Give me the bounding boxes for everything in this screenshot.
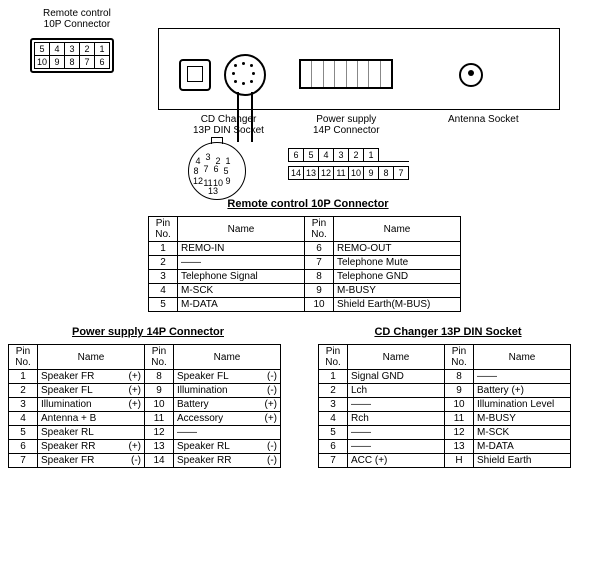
din-pin-9: 9: [222, 176, 234, 186]
antenna-label: Antenna Socket: [448, 114, 519, 125]
chassis-outline: [158, 28, 560, 110]
cd-13p-title: CD Changer 13P DIN Socket: [318, 326, 578, 338]
din-pins: 43218765121110913: [188, 142, 244, 198]
din-pin-5: 5: [220, 166, 232, 176]
remote-10p-section: Remote control 10P Connector PinNo.NameP…: [148, 198, 468, 312]
power-14p-shape: [299, 59, 393, 89]
din-pin-1: 1: [222, 156, 234, 166]
antenna-socket-shape: [459, 63, 483, 87]
power-14p-title: Power supply 14P Connector: [8, 326, 288, 338]
cd-changer-label: CD Changer13P DIN Socket: [193, 114, 264, 136]
remote-10p-table: PinNo.NamePinNo.Name1REMO-IN6REMO-OUT2——…: [148, 216, 461, 312]
power-14p-grid: 654 321 14131211 10987: [288, 148, 409, 180]
power-14p-table: PinNo.NamePinNo.Name1Speaker FR(+)8Speak…: [8, 344, 281, 468]
remote-10p-title: Remote control 10P Connector: [148, 198, 468, 210]
remote-10p-label: Remote control10P Connector: [43, 8, 111, 30]
power-supply-label: Power supply14P Connector: [313, 114, 380, 136]
bottom-tables: Power supply 14P Connector PinNo.NamePin…: [8, 326, 586, 482]
remote-10p-connector: 54321 109876: [30, 38, 114, 76]
connector-diagram: Remote control10P Connector 54321 109876: [8, 8, 578, 198]
din-pin-13: 13: [207, 186, 219, 196]
power-14p-section: Power supply 14P Connector PinNo.NamePin…: [8, 326, 288, 468]
remote-10p-grid: 54321 109876: [34, 42, 110, 69]
cd-13p-section: CD Changer 13P DIN Socket PinNo.NamePinN…: [318, 326, 578, 468]
aux-connector: [179, 59, 211, 91]
din-socket: [224, 54, 266, 96]
cd-13p-table: PinNo.NamePinNo.Name1Signal GND8——2Lch9B…: [318, 344, 571, 468]
